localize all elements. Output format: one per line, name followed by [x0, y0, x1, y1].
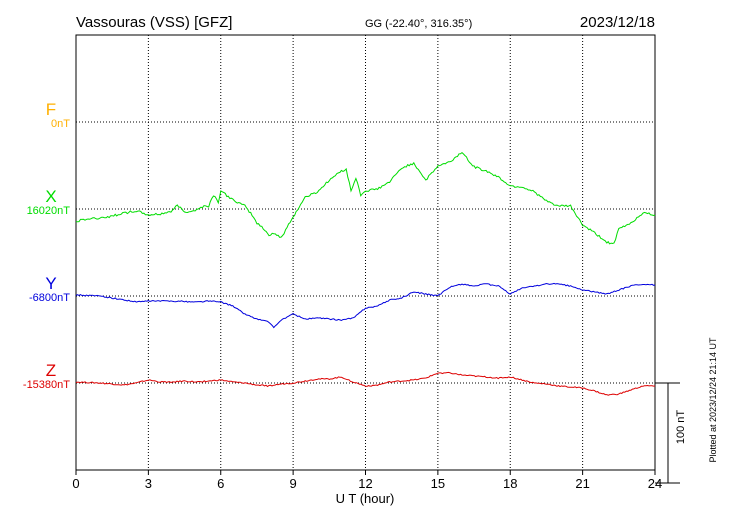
baseline-label-y: -6800nT: [29, 292, 70, 304]
trace-x: [75, 151, 656, 245]
x-tick-label: 18: [503, 476, 517, 491]
scale-bar: 100 nT: [655, 382, 687, 484]
x-axis-label: U T (hour): [336, 491, 395, 506]
station-title: Vassouras (VSS) [GFZ]: [76, 14, 232, 31]
component-name-y: Y: [45, 274, 56, 293]
scale-bar-label: 100 nT: [675, 410, 687, 445]
coordinates-label: GG (-22.40°, 316.35°): [365, 18, 472, 30]
x-tick-label: 9: [290, 476, 297, 491]
x-tick-label: 6: [217, 476, 224, 491]
baseline-label-f: 0nT: [51, 118, 70, 130]
x-tick-label: 21: [575, 476, 589, 491]
x-axis: 0 3 6 9 12 15 18 21 24: [72, 470, 662, 491]
x-tick-label: 0: [72, 476, 79, 491]
date-label: 2023/12/18: [580, 14, 655, 31]
data-traces: [75, 151, 656, 396]
trace-z: [75, 371, 656, 396]
x-tick-label: 3: [145, 476, 152, 491]
baseline-label-x: 16020nT: [27, 205, 71, 217]
trace-y: [75, 282, 656, 329]
x-tick-label: 12: [358, 476, 372, 491]
component-name-x: X: [45, 187, 56, 206]
x-tick-label: 15: [431, 476, 445, 491]
baseline-label-z: -15380nT: [23, 379, 70, 391]
plotted-timestamp: Plotted at 2023/12/24 21:14 UT: [708, 337, 718, 463]
component-name-f: F: [46, 100, 56, 119]
component-name-z: Z: [46, 361, 56, 380]
plot-grid: [76, 35, 655, 470]
